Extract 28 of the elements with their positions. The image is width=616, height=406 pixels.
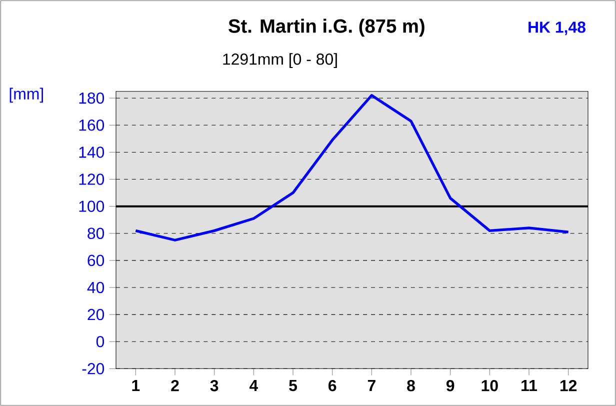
y-tick-label: 180: [79, 92, 104, 104]
x-tick-label: 4: [249, 380, 258, 391]
y-tick-label: 20: [88, 308, 104, 320]
x-tick-label: 12: [560, 380, 577, 392]
y-tick-label: -20: [82, 363, 104, 374]
text: HK 1,48: [528, 22, 586, 36]
y-tick-label: 100: [79, 200, 104, 212]
y-tick-label: 140: [79, 146, 104, 158]
chart-subtitle: 1291mm [0 - 80]: [223, 53, 337, 68]
y-tick-label: 120: [79, 174, 104, 185]
x-tick-label: 6: [328, 380, 336, 392]
y-axis-title: [mm]: [10, 88, 43, 103]
x-tick-label: 11: [522, 380, 537, 391]
line-series: [134, 94, 570, 242]
y-tick-label: 80: [88, 228, 104, 240]
y-tick-label: 60: [88, 254, 104, 266]
x-tick-label: 7: [368, 380, 376, 391]
x-tick-label: 2: [171, 380, 179, 392]
y-tick-label: 0: [96, 336, 104, 348]
x-tick-label: 5: [289, 380, 297, 392]
x-tick-label: 9: [446, 380, 454, 392]
x-tick-label: 10: [482, 380, 498, 392]
x-tick-label: 8: [407, 380, 415, 392]
x-tick-label: 3: [210, 380, 218, 392]
x-tick-label: 1: [132, 380, 140, 391]
y-tick-label: 160: [79, 120, 104, 131]
y-tick-label: 40: [87, 282, 104, 294]
chart-title: St. Martin i.G. (875 m): [228, 18, 424, 37]
